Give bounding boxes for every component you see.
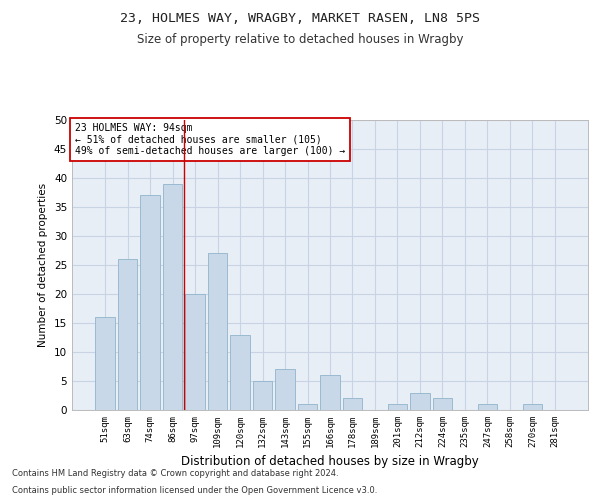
Bar (253, 381, 272, 410)
Bar (163, 184, 182, 410)
Bar (478, 404, 497, 410)
Bar (343, 398, 362, 410)
Bar (118, 259, 137, 410)
Bar (433, 398, 452, 410)
Y-axis label: Number of detached properties: Number of detached properties (38, 183, 49, 347)
X-axis label: Distribution of detached houses by size in Wragby: Distribution of detached houses by size … (181, 456, 479, 468)
Bar (523, 404, 542, 410)
Text: Contains public sector information licensed under the Open Government Licence v3: Contains public sector information licen… (12, 486, 377, 495)
Bar (275, 370, 295, 410)
Bar (185, 294, 205, 410)
Bar (410, 392, 430, 410)
Text: 23, HOLMES WAY, WRAGBY, MARKET RASEN, LN8 5PS: 23, HOLMES WAY, WRAGBY, MARKET RASEN, LN… (120, 12, 480, 26)
Text: Contains HM Land Registry data © Crown copyright and database right 2024.: Contains HM Land Registry data © Crown c… (12, 468, 338, 477)
Bar (208, 254, 227, 410)
Text: Size of property relative to detached houses in Wragby: Size of property relative to detached ho… (137, 32, 463, 46)
Text: 23 HOLMES WAY: 94sqm
← 51% of detached houses are smaller (105)
49% of semi-deta: 23 HOLMES WAY: 94sqm ← 51% of detached h… (74, 123, 345, 156)
Bar (140, 196, 160, 410)
Bar (388, 404, 407, 410)
Bar (95, 317, 115, 410)
Bar (230, 334, 250, 410)
Bar (320, 375, 340, 410)
Bar (298, 404, 317, 410)
